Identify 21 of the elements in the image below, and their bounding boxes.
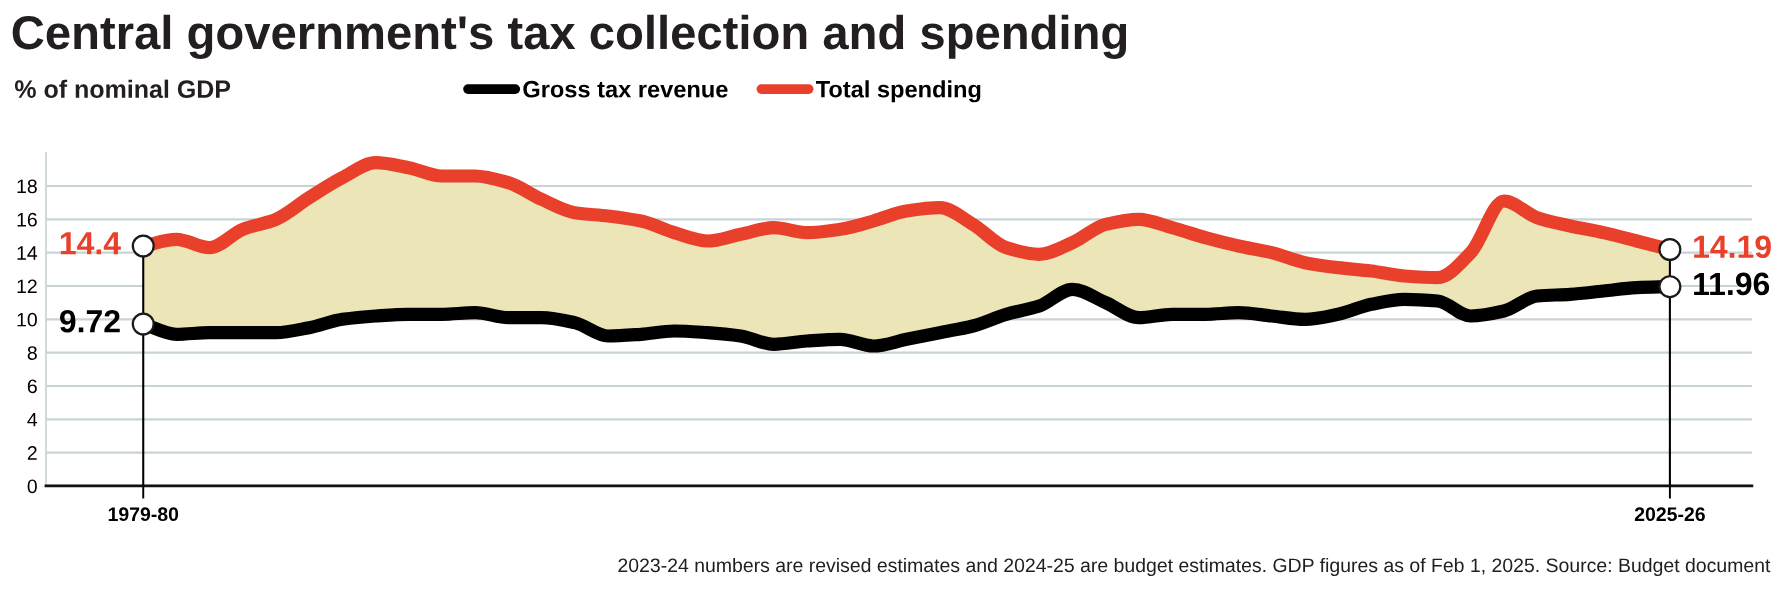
y-tick-label: 18 <box>17 179 37 194</box>
y-tick-label: 8 <box>27 346 37 360</box>
y-tick-label: 0 <box>27 479 37 494</box>
legend-label: Gross tax revenue <box>523 80 728 98</box>
y-tick-label: 10 <box>17 312 37 327</box>
chart-title: Central government's tax collection and spending <box>12 14 1127 59</box>
chart-subtitle: % of nominal GDP <box>14 79 231 99</box>
y-tick-label: 14 <box>17 246 38 260</box>
y-tick-label: 2 <box>27 446 37 460</box>
data-label: 11.96 <box>1694 272 1770 296</box>
x-tick-label: 2025-26 <box>1634 507 1705 522</box>
y-tick-label: 4 <box>27 412 38 427</box>
text: 2023-24 numbers are revised estimates and 2024-25 are budget estimates. GDP figures as of Feb 1, 2025. Source: Budget document <box>618 557 1771 577</box>
y-tick-label: 6 <box>27 379 37 394</box>
data-label: 14.4 <box>60 232 121 255</box>
data-label: 9.72 <box>59 309 120 333</box>
data-label: 14.19 <box>1694 235 1771 259</box>
legend-label: Total spending <box>815 80 981 103</box>
y-tick-label: 16 <box>17 212 37 227</box>
x-tick-label: 1979-80 <box>108 507 179 522</box>
y-tick-label: 12 <box>17 279 37 294</box>
